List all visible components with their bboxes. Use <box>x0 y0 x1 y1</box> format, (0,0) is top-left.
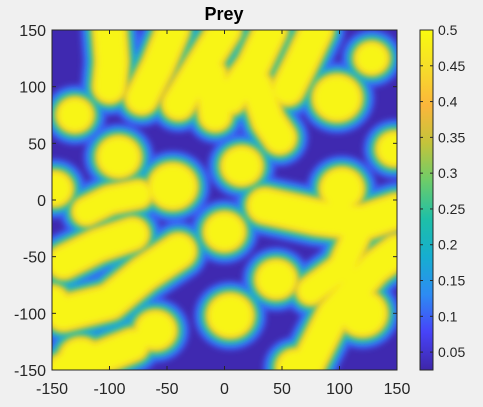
heatmap-stripe <box>196 61 230 129</box>
colorbar-tick-label: 0.05 <box>438 344 465 360</box>
heatmap-stripe <box>242 72 294 152</box>
y-tick-label: 100 <box>19 80 46 97</box>
heatmap-spot <box>151 165 195 208</box>
heatmap-spot <box>99 138 139 176</box>
heatmap-spot <box>137 313 174 348</box>
x-tick-label: -50 <box>155 381 178 398</box>
colorbar-tick-label: 0.1 <box>438 308 458 324</box>
x-tick-label: 50 <box>273 381 291 398</box>
heatmap-stripe <box>52 236 194 329</box>
colorbar-tick-label: 0.45 <box>438 58 465 74</box>
heatmap-stripe <box>127 30 187 112</box>
colorbar-tick-label: 0.2 <box>438 237 458 253</box>
heatmap-stripe <box>52 220 147 277</box>
colorbar-tick-label: 0.3 <box>438 165 458 181</box>
heatmap-spot <box>322 170 362 208</box>
heatmap-spot <box>379 134 397 164</box>
heatmap-stripe <box>299 222 369 303</box>
heatmap-spot <box>258 262 295 297</box>
x-tick-label: 0 <box>220 381 229 398</box>
heatmap-stripe <box>249 190 397 238</box>
heatmap-stripe <box>75 182 150 223</box>
plot-area <box>52 30 397 370</box>
x-tick-label: -100 <box>93 381 125 398</box>
colorbar: 0.05 0.1 0.15 0.2 0.25 0.3 0.35 0.4 0.45 0.5 <box>419 22 465 371</box>
heatmap-spot <box>357 44 387 73</box>
y-tick-label: -50 <box>23 250 46 267</box>
colorbar-tick-label: 0.4 <box>438 94 458 110</box>
colorbar-ticks: 0.05 0.1 0.15 0.2 0.25 0.3 0.35 0.4 0.45 0.5 <box>420 22 465 360</box>
y-tick-label: -150 <box>14 363 46 380</box>
heatmap-spot <box>206 214 243 249</box>
heatmap-spot <box>59 100 91 130</box>
x-axis: -150 -100 -50 0 50 100 150 <box>36 30 410 398</box>
y-tick-label: 150 <box>19 23 46 40</box>
y-tick-label: 0 <box>37 193 46 210</box>
x-tick-label: 150 <box>384 381 411 398</box>
heatmap-stripe <box>216 30 285 112</box>
heatmap-level-5 <box>52 30 397 370</box>
colorbar-tick-label: 0.5 <box>438 22 458 38</box>
heatmap-spot <box>209 296 251 336</box>
heatmap-stripe <box>273 30 331 103</box>
colorbar-gradient <box>419 29 434 371</box>
heatmap-stripe <box>291 237 397 370</box>
heatmap-spot <box>52 173 70 204</box>
colorbar-tick-label: 0.15 <box>438 273 465 289</box>
heatmap-stripe <box>95 30 126 101</box>
heatmap-spot <box>315 77 359 119</box>
heatmap <box>52 30 397 370</box>
y-axis: -150 -100 -50 0 50 100 150 <box>14 23 397 380</box>
colorbar-tick-label: 0.35 <box>438 129 465 145</box>
x-tick-label: -150 <box>36 381 68 398</box>
x-tick-label: 100 <box>326 381 353 398</box>
heatmap-stripe <box>52 331 147 370</box>
heatmap-spot <box>223 148 260 184</box>
y-tick-label: 50 <box>28 136 46 153</box>
colorbar-tick-label: 0.25 <box>438 201 465 217</box>
y-tick-label: -100 <box>14 306 46 323</box>
chart-title: Prey <box>204 4 243 24</box>
